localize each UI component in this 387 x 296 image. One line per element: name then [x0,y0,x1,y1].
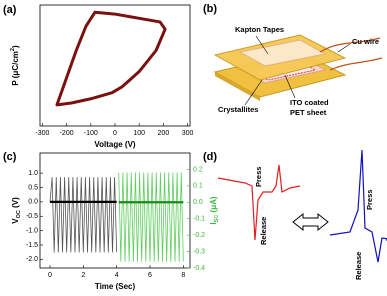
axis-label-part: 2 [10,48,16,51]
axis-label-part: (V) [11,197,20,210]
annotation: Release [259,217,268,245]
panel-label: (b) [203,3,217,15]
double-arrow [292,212,329,232]
y2-axis-label: ISC (μA) [209,196,220,224]
x-tick-label: 0 [113,130,117,137]
annotation: Kapton Tapes [235,25,284,34]
y2-tick-label: -0.4 [193,265,205,272]
annotation: Press [365,190,374,210]
y-tick-label: 0.0 [28,199,38,206]
x-tick-label: -200 [60,130,74,137]
axis-label-part: V [11,218,20,224]
annotation: PET sheet [290,108,327,117]
y-tick-label: -1.0 [26,227,38,234]
annotation: ITO coated [290,98,329,107]
y-tick-label: 0.5 [28,184,38,191]
layer [215,72,260,101]
panel-d: (d) Press Release Press Release [203,149,387,280]
y2-tick-label: -0.3 [193,248,205,255]
signal [329,149,387,263]
x-tick-label: 4 [115,272,119,279]
panel-label: (c) [3,151,17,163]
x-tick-label: -100 [84,130,98,137]
y-tick-label: 1.0 [28,170,38,177]
pointer [244,79,263,106]
data-line [49,177,118,253]
data-line [118,172,184,262]
plot-frame [39,4,191,127]
axis-label-part: ) [11,45,20,48]
x-tick-label: 8 [181,272,185,279]
x-tick-label: 0 [48,272,52,279]
y2-tick-label: 0.1 [193,183,203,190]
x-axis-label: Time (Sec) [95,282,136,291]
y-tick-label: -1.5 [26,242,38,249]
pointer [337,43,351,53]
signal [217,164,301,241]
x-tick-label: 2 [81,272,85,279]
panel-label: (a) [3,4,17,16]
annotation: Cu wire [352,37,379,46]
y2-tick-label: -0.2 [193,232,205,239]
y2-tick-label: -0.1 [193,216,205,223]
plot-frame [39,152,191,269]
annotation: Release [354,252,363,280]
y2-tick-label: 0.0 [193,199,203,206]
y-tick-label: -2.0 [26,256,38,263]
x-tick-label: 300 [182,130,194,137]
axis-label-part: OC [16,210,22,218]
axis-label-part: (μA) [209,196,218,215]
y-tick-label: -0.5 [26,213,38,220]
y-axis-label: P (μC/cm2) [10,45,20,86]
panel-label: (d) [203,151,217,163]
wire [319,37,383,71]
panel-b: (b) Kapton Tapes Cu wire Crystallites IT… [203,3,383,117]
y2-tick-label: 0.2 [193,166,203,173]
axis-label-part: SC [214,215,220,223]
x-tick-label: -300 [35,130,49,137]
pointer [255,35,269,55]
annotation: Press [254,167,263,187]
x-tick-label: 100 [133,130,145,137]
data-line [55,10,167,107]
x-axis-label: Voltage (V) [94,140,136,149]
axis-label-part: I [209,222,218,224]
layer [238,39,327,67]
annotation: Crystallites [218,105,258,114]
y-axis-label: VOC (V) [11,197,22,224]
x-tick-label: 6 [148,272,152,279]
pointer [284,74,296,99]
x-tick-label: 200 [158,130,170,137]
axis-label-part: P (μC/cm [11,51,20,86]
